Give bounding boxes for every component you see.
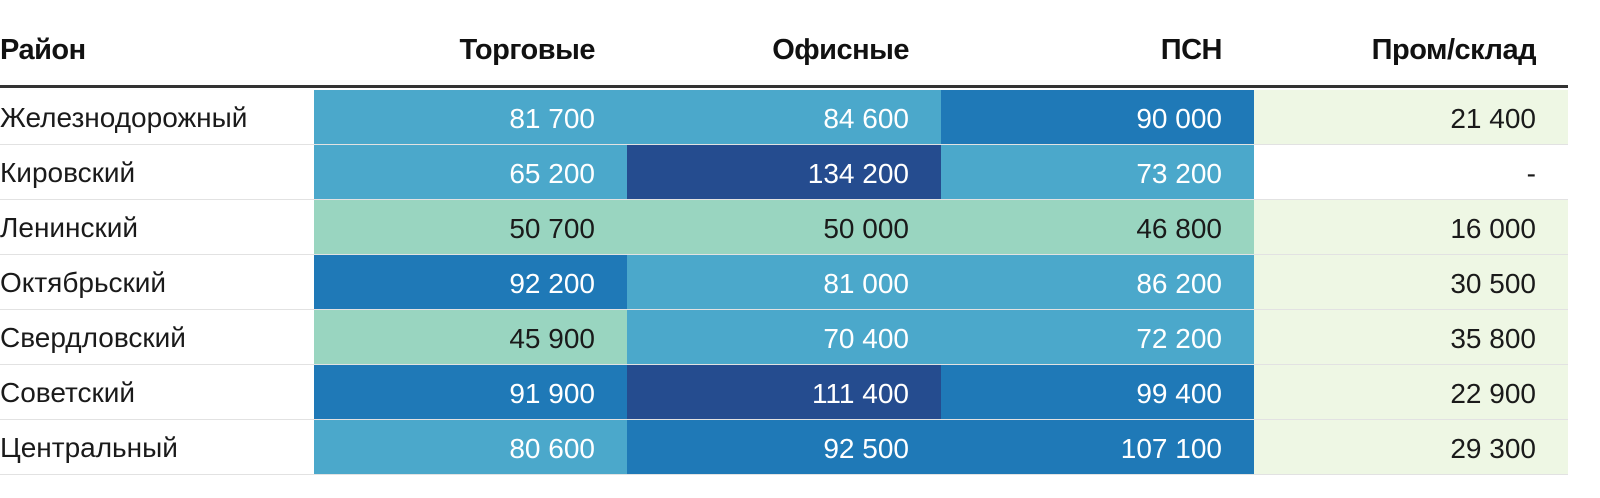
row-divider xyxy=(0,419,1568,420)
row-label: Октябрьский xyxy=(0,267,167,298)
heatmap-cell-psn: 73 200 xyxy=(941,145,1254,200)
heatmap-cell-shops: 91 900 xyxy=(314,365,627,420)
heatmap-cell-shops: 65 200 xyxy=(314,145,627,200)
heatmap-cell-offices: 70 400 xyxy=(627,310,941,365)
table-header: Район Торговые Офисные ПСН Пром/склад xyxy=(0,0,1568,88)
row-divider xyxy=(0,144,1568,145)
table-row: Свердловский 45 900 70 400 72 200 35 800 xyxy=(0,310,1568,365)
heatmap-cell-industrial: 22 900 xyxy=(1254,365,1568,420)
table-row: Октябрьский 92 200 81 000 86 200 30 500 xyxy=(0,255,1568,310)
heatmap-cell-industrial: 16 000 xyxy=(1254,200,1568,255)
row-label: Ленинский xyxy=(0,212,139,243)
heatmap-cell-offices: 50 000 xyxy=(627,200,941,255)
row-label: Кировский xyxy=(0,157,136,188)
header-industrial: Пром/склад xyxy=(1371,34,1537,66)
heatmap-cell-psn: 46 800 xyxy=(941,200,1254,255)
table-row: Ленинский 50 700 50 000 46 800 16 000 xyxy=(0,200,1568,255)
table-row: Советский 91 900 111 400 99 400 22 900 xyxy=(0,365,1568,420)
header-offices: Офисные xyxy=(772,34,909,66)
row-divider xyxy=(0,254,1568,255)
heatmap-cell-shops: 81 700 xyxy=(314,90,627,145)
heatmap-cell-shops: 92 200 xyxy=(314,255,627,310)
row-label: Центральный xyxy=(0,432,178,463)
heatmap-cell-psn: 99 400 xyxy=(941,365,1254,420)
header-district: Район xyxy=(0,34,86,66)
heatmap-cell-offices: 111 400 xyxy=(627,365,941,420)
heatmap-cell-industrial: 35 800 xyxy=(1254,310,1568,365)
heatmap-cell-offices: 134 200 xyxy=(627,145,941,200)
heatmap-cell-shops: 50 700 xyxy=(314,200,627,255)
heatmap-cell-psn: 72 200 xyxy=(941,310,1254,365)
heatmap-cell-offices: 92 500 xyxy=(627,420,941,475)
row-divider xyxy=(0,364,1568,365)
row-divider xyxy=(0,474,1568,475)
heatmap-cell-industrial: - xyxy=(1254,145,1568,200)
row-label: Советский xyxy=(0,377,136,408)
header-psn: ПСН xyxy=(1160,34,1223,66)
row-divider xyxy=(0,309,1568,310)
heatmap-cell-psn: 86 200 xyxy=(941,255,1254,310)
header-shops: Торговые xyxy=(459,34,596,66)
heatmap-cell-psn: 107 100 xyxy=(941,420,1254,475)
heatmap-cell-industrial: 21 400 xyxy=(1254,90,1568,145)
heatmap-cell-psn: 90 000 xyxy=(941,90,1254,145)
table-row: Железнодорожный 81 700 84 600 90 000 21 400 xyxy=(0,90,1568,145)
heatmap-cell-industrial: 29 300 xyxy=(1254,420,1568,475)
heatmap-cell-shops: 45 900 xyxy=(314,310,627,365)
heatmap-cell-shops: 80 600 xyxy=(314,420,627,475)
heatmap-cell-offices: 84 600 xyxy=(627,90,941,145)
table-row: Кировский 65 200 134 200 73 200- xyxy=(0,145,1568,200)
row-divider xyxy=(0,199,1568,200)
row-label: Свердловский xyxy=(0,322,186,353)
row-label: Железнодорожный xyxy=(0,102,248,133)
heatmap-cell-industrial: 30 500 xyxy=(1254,255,1568,310)
heatmap-cell-offices: 81 000 xyxy=(627,255,941,310)
table-row: Центральный 80 600 92 500 107 100 29 300 xyxy=(0,420,1568,475)
